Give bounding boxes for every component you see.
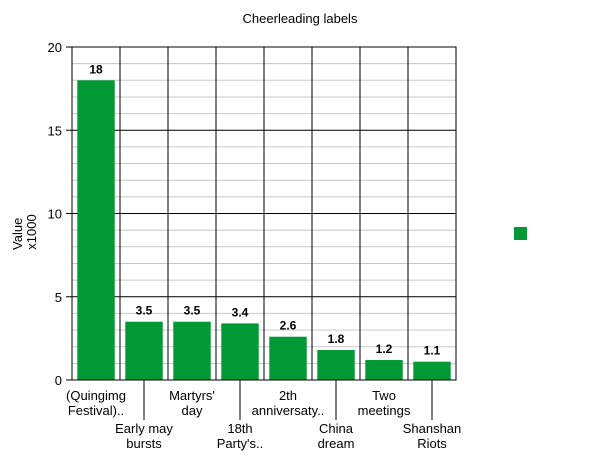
category-label-line: Two bbox=[372, 388, 396, 403]
value-label: 1.1 bbox=[424, 344, 441, 358]
category-label-line: Early may bbox=[115, 421, 173, 436]
value-label: 1.8 bbox=[328, 332, 345, 346]
category-label-line: Martyrs' bbox=[169, 388, 215, 403]
y-tick-label: 20 bbox=[48, 40, 62, 55]
category-label-line: 2th bbox=[279, 388, 297, 403]
category-label: 18th Party's.. bbox=[217, 421, 264, 451]
bar bbox=[221, 323, 259, 380]
value-label: 2.6 bbox=[280, 319, 297, 333]
value-label: 1.2 bbox=[376, 342, 393, 356]
value-labels: 18 3.5 3.5 3.4 2.6 1.8 1.2 1.1 bbox=[89, 62, 440, 357]
category-label-line: Shanshan bbox=[403, 421, 462, 436]
legend-swatch bbox=[514, 227, 527, 240]
value-label: 3.5 bbox=[136, 304, 153, 318]
y-axis-label-line-2: x1000 bbox=[24, 214, 39, 249]
category-label-line: dream bbox=[318, 436, 355, 451]
y-tick-label: 5 bbox=[55, 290, 62, 305]
chart-title: Cheerleading labels bbox=[243, 11, 358, 26]
category-label-line: Party's.. bbox=[217, 436, 264, 451]
y-axis-label: Value x1000 bbox=[10, 214, 39, 250]
bar bbox=[77, 80, 115, 381]
y-axis-label-line-1: Value bbox=[10, 218, 25, 250]
category-label: Shanshan Riots bbox=[403, 421, 462, 451]
category-label: Two meetings bbox=[358, 388, 411, 418]
bar bbox=[269, 336, 307, 380]
bar bbox=[173, 321, 211, 380]
category-label: China dream bbox=[318, 421, 355, 451]
category-label: Martyrs' day bbox=[169, 388, 215, 418]
y-tick-label: 15 bbox=[48, 123, 62, 138]
category-label-line: China bbox=[319, 421, 354, 436]
value-label: 3.5 bbox=[184, 304, 201, 318]
value-label: 3.4 bbox=[232, 305, 249, 319]
category-label: (Quingimg Festival).. bbox=[66, 388, 126, 418]
bar bbox=[413, 361, 451, 380]
y-tick-label: 0 bbox=[55, 373, 62, 388]
bar bbox=[125, 321, 163, 380]
category-label-line: Festival).. bbox=[68, 403, 124, 418]
category-label-line: bursts bbox=[126, 436, 162, 451]
category-label-line: day bbox=[182, 403, 203, 418]
category-label-line: (Quingimg bbox=[66, 388, 126, 403]
bars bbox=[77, 80, 451, 381]
bar bbox=[365, 360, 403, 380]
category-label-line: meetings bbox=[358, 403, 411, 418]
category-label-line: anniversaty.. bbox=[252, 403, 325, 418]
category-label: 2th anniversaty.. bbox=[252, 388, 325, 418]
y-tick-label: 10 bbox=[48, 207, 62, 222]
value-label: 18 bbox=[89, 62, 103, 76]
grid bbox=[72, 46, 456, 380]
x-categories: (Quingimg Festival)..Early may burstsMarty… bbox=[66, 380, 461, 451]
bar bbox=[317, 350, 355, 380]
y-ticks: 0 5 10 15 20 bbox=[48, 40, 72, 388]
category-label-line: 18th bbox=[227, 421, 252, 436]
category-label: Early may bursts bbox=[115, 421, 173, 451]
category-label-line: Riots bbox=[417, 436, 447, 451]
